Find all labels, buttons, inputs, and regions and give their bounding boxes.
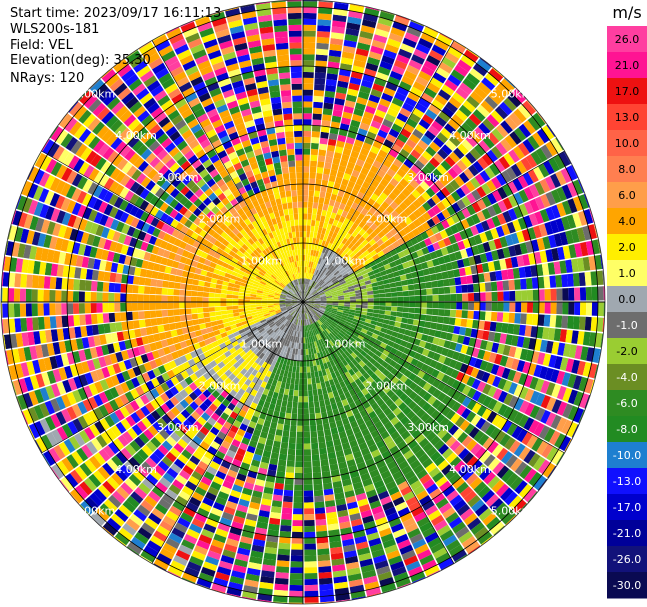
ppi-figure: 1.00km1.00km1.00km1.00km2.00km2.00km2.00… xyxy=(0,0,647,607)
